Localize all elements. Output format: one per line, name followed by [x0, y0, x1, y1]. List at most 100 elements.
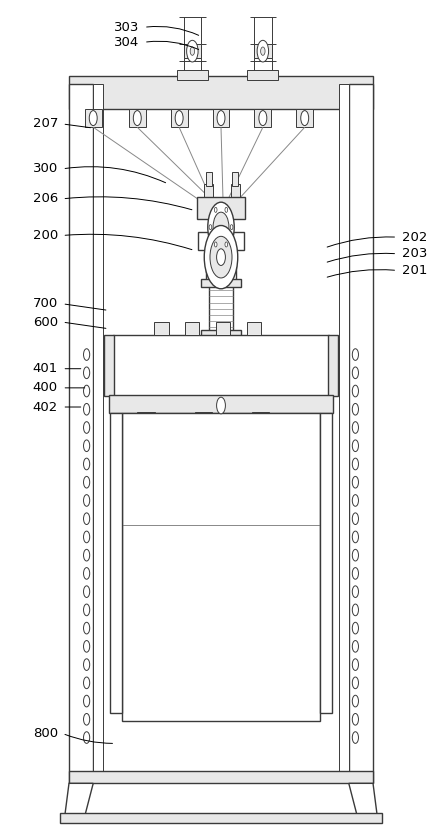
Circle shape: [352, 677, 358, 689]
Bar: [231, 183, 240, 198]
Circle shape: [210, 236, 232, 278]
Bar: [104, 335, 114, 396]
Circle shape: [352, 550, 358, 561]
Bar: [183, 43, 201, 58]
Circle shape: [84, 604, 90, 615]
Circle shape: [213, 212, 229, 242]
Circle shape: [133, 111, 141, 126]
Circle shape: [301, 111, 309, 126]
Bar: [216, 322, 230, 335]
Circle shape: [352, 440, 358, 451]
Text: 401: 401: [33, 362, 58, 375]
Circle shape: [217, 249, 225, 265]
Circle shape: [204, 225, 238, 289]
Circle shape: [217, 397, 225, 414]
Circle shape: [217, 111, 225, 126]
Text: 207: 207: [33, 118, 58, 130]
Circle shape: [84, 659, 90, 671]
Bar: [110, 413, 122, 712]
Circle shape: [84, 641, 90, 652]
Bar: [85, 109, 102, 128]
Circle shape: [352, 349, 358, 360]
Circle shape: [84, 622, 90, 634]
Circle shape: [257, 40, 269, 62]
Circle shape: [352, 367, 358, 379]
Circle shape: [84, 495, 90, 506]
Text: 303: 303: [114, 21, 140, 34]
Circle shape: [208, 202, 234, 252]
Text: 600: 600: [33, 315, 58, 329]
Circle shape: [225, 208, 228, 213]
Circle shape: [84, 677, 90, 689]
Bar: [255, 109, 271, 128]
Bar: [69, 76, 373, 109]
Circle shape: [352, 585, 358, 597]
Bar: [247, 322, 261, 335]
Bar: [177, 70, 208, 80]
Circle shape: [352, 495, 358, 506]
Circle shape: [84, 550, 90, 561]
Circle shape: [84, 513, 90, 525]
Circle shape: [352, 513, 358, 525]
Circle shape: [89, 111, 97, 126]
Circle shape: [352, 659, 358, 671]
Circle shape: [225, 242, 228, 247]
Bar: [69, 771, 373, 783]
Circle shape: [352, 731, 358, 743]
Bar: [320, 413, 332, 712]
Circle shape: [214, 208, 217, 213]
Circle shape: [352, 385, 358, 397]
Circle shape: [84, 568, 90, 580]
Text: 800: 800: [33, 727, 58, 740]
Text: 202: 202: [402, 231, 427, 244]
Circle shape: [352, 458, 358, 470]
Bar: [194, 412, 212, 425]
Bar: [60, 813, 382, 823]
Circle shape: [352, 696, 358, 707]
Bar: [328, 335, 338, 396]
Circle shape: [84, 696, 90, 707]
Bar: [248, 70, 278, 80]
Polygon shape: [349, 783, 378, 821]
Circle shape: [190, 47, 194, 55]
Circle shape: [352, 404, 358, 415]
Circle shape: [84, 422, 90, 434]
Circle shape: [352, 641, 358, 652]
Text: 400: 400: [33, 381, 58, 394]
Text: 300: 300: [33, 163, 58, 175]
Text: 203: 203: [402, 248, 427, 260]
Bar: [252, 412, 270, 425]
Bar: [213, 109, 229, 128]
Circle shape: [84, 585, 90, 597]
Bar: [171, 109, 187, 128]
Polygon shape: [64, 783, 93, 821]
Bar: [154, 322, 168, 335]
Circle shape: [214, 242, 217, 247]
Text: 200: 200: [33, 229, 58, 242]
Bar: [206, 262, 236, 285]
Bar: [137, 412, 155, 425]
Bar: [201, 279, 241, 287]
Bar: [339, 84, 349, 775]
Circle shape: [352, 422, 358, 434]
Circle shape: [84, 458, 90, 470]
Text: 700: 700: [33, 297, 58, 310]
Bar: [254, 43, 272, 58]
Bar: [69, 84, 93, 783]
Circle shape: [352, 604, 358, 615]
Bar: [113, 335, 329, 396]
Circle shape: [259, 111, 267, 126]
Bar: [206, 172, 212, 185]
Text: 206: 206: [33, 193, 58, 205]
Circle shape: [84, 404, 90, 415]
Circle shape: [230, 224, 233, 229]
Text: 402: 402: [33, 400, 58, 414]
Circle shape: [175, 111, 183, 126]
Circle shape: [187, 40, 198, 62]
Circle shape: [352, 476, 358, 488]
Bar: [209, 284, 233, 334]
Circle shape: [84, 385, 90, 397]
Bar: [232, 172, 238, 185]
Bar: [349, 84, 373, 783]
Circle shape: [84, 367, 90, 379]
